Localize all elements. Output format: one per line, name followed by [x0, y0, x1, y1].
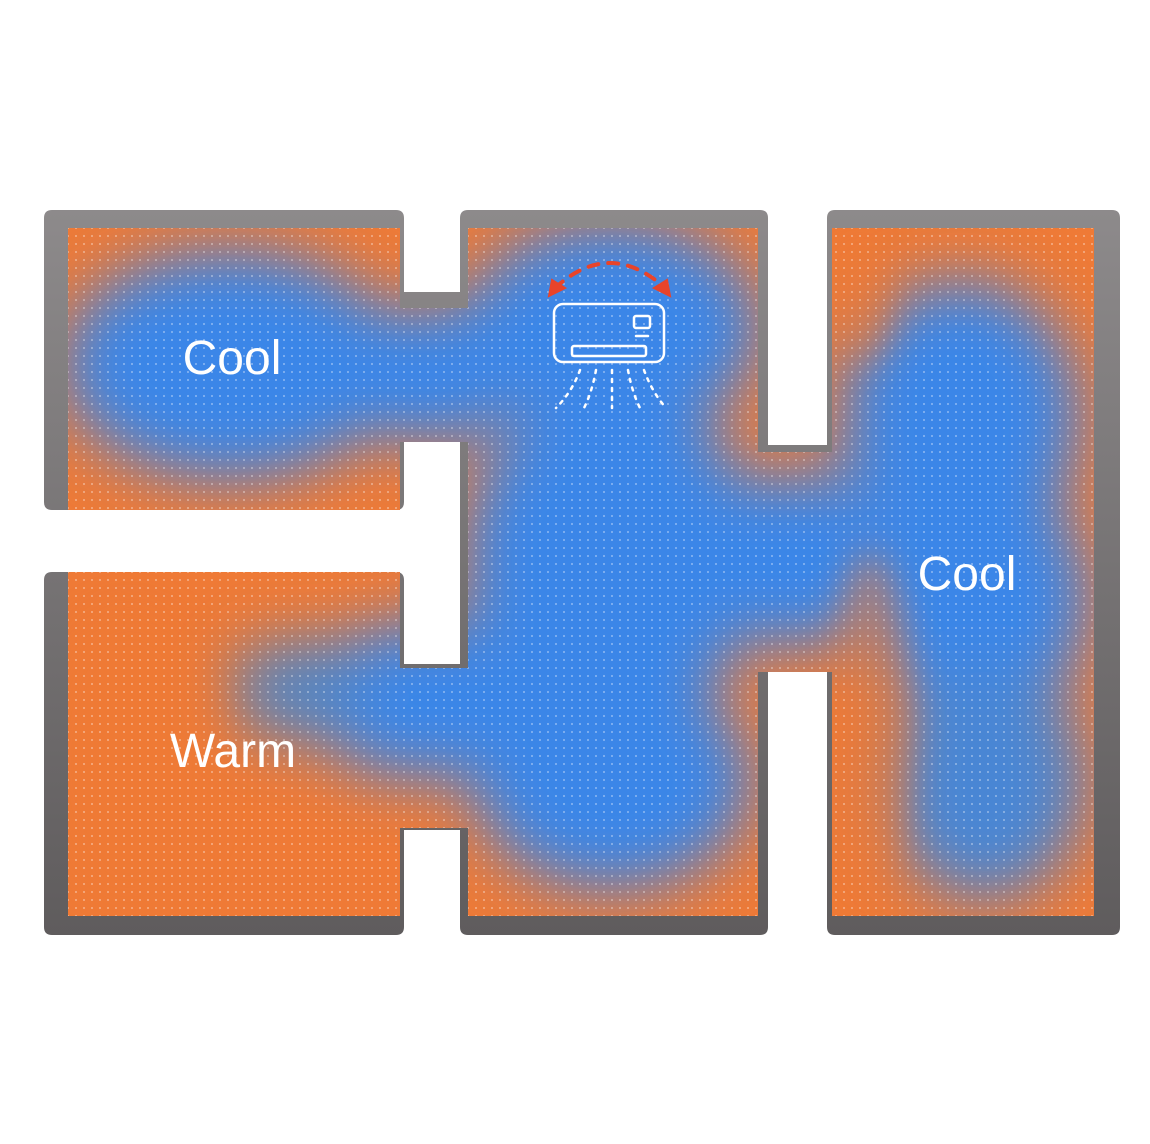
label-top-left-room: Cool: [183, 332, 282, 385]
airflow-map: [68, 228, 1094, 916]
swing-direction-arrows-icon: [547, 261, 672, 298]
label-bottom-left-room: Warm: [170, 725, 296, 778]
label-right-room: Cool: [918, 548, 1017, 601]
air-conditioner-icon: [552, 302, 668, 410]
